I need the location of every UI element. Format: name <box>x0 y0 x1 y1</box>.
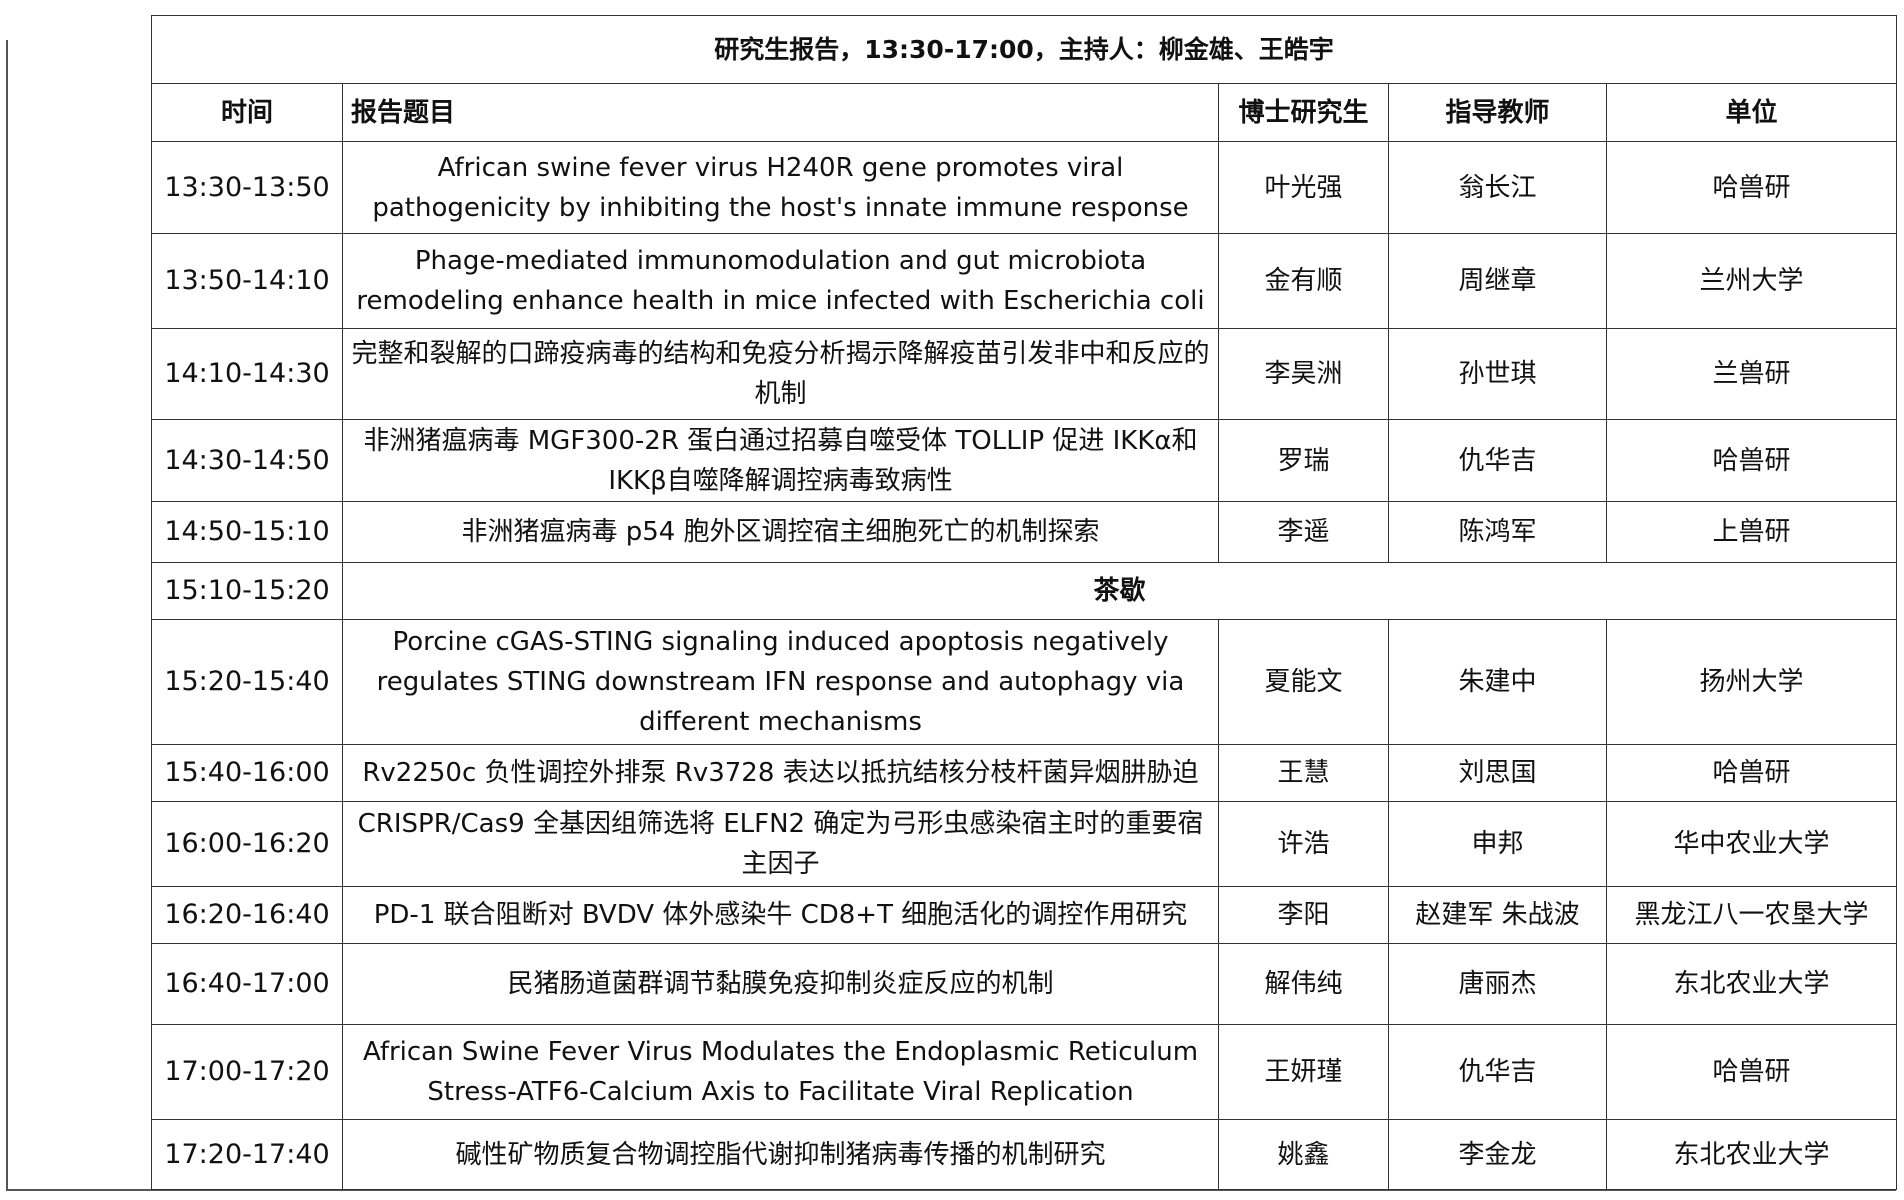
topic-cell: African swine fever virus H240R gene pro… <box>342 141 1219 234</box>
advisor-cell: 刘思国 <box>1388 744 1607 802</box>
header-unit: 单位 <box>1605 83 1898 142</box>
topic-cell: 碱性矿物质复合物调控脂代谢抑制猪病毒传播的机制研究 <box>342 1119 1219 1190</box>
page-bottom-border <box>6 1189 1896 1191</box>
unit-cell: 黑龙江八一农垦大学 <box>1605 886 1898 944</box>
time-cell: 14:10-14:30 <box>151 328 343 420</box>
table-row: 16:40-17:00 民猪肠道菌群调节黏膜免疫抑制炎症反应的机制 解伟纯 唐丽杰 东北… <box>151 943 1898 1025</box>
table-row: 14:30-14:50 非洲猪瘟病毒 MGF300-2R 蛋白通过招募自噬受体 T… <box>151 419 1898 502</box>
time-cell: 16:40-17:00 <box>151 943 343 1025</box>
unit-cell: 华中农业大学 <box>1605 801 1898 887</box>
time-cell: 14:30-14:50 <box>151 419 343 502</box>
time-cell: 16:20-16:40 <box>151 886 343 944</box>
student-cell: 李昊洲 <box>1218 328 1389 420</box>
time-cell: 16:00-16:20 <box>151 801 343 887</box>
unit-cell: 东北农业大学 <box>1605 1119 1898 1190</box>
header-topic: 报告题目 <box>342 83 1219 142</box>
page-left-border <box>6 40 8 1190</box>
advisor-cell: 陈鸿军 <box>1388 501 1607 563</box>
unit-cell: 兰州大学 <box>1605 233 1898 329</box>
student-cell: 李阳 <box>1218 886 1389 944</box>
advisor-cell: 孙世琪 <box>1388 328 1607 420</box>
unit-cell: 兰兽研 <box>1605 328 1898 420</box>
session-title: 研究生报告，13:30-17:00，主持人：柳金雄、王皓宇 <box>150 15 1898 84</box>
advisor-cell: 翁长江 <box>1388 141 1607 234</box>
table-row: 16:20-16:40 PD-1 联合阻断对 BVDV 体外感染牛 CD8+T 细… <box>151 886 1898 944</box>
advisor-cell: 唐丽杰 <box>1388 943 1607 1025</box>
student-cell: 金有顺 <box>1218 233 1389 329</box>
table-row: 15:20-15:40 Porcine cGAS-STING signaling … <box>151 619 1898 745</box>
topic-cell: 民猪肠道菌群调节黏膜免疫抑制炎症反应的机制 <box>342 943 1219 1025</box>
time-cell: 17:20-17:40 <box>151 1119 343 1190</box>
table-row: 15:40-16:00 Rv2250c 负性调控外排泵 Rv3728 表达以抵抗结… <box>151 744 1898 802</box>
break-row: 15:10-15:20 茶歇 <box>151 562 1898 620</box>
student-cell: 李遥 <box>1218 501 1389 563</box>
topic-cell: PD-1 联合阻断对 BVDV 体外感染牛 CD8+T 细胞活化的调控作用研究 <box>342 886 1219 944</box>
topic-cell: African Swine Fever Virus Modulates the … <box>342 1024 1219 1120</box>
advisor-cell: 朱建中 <box>1388 619 1607 745</box>
header-advisor: 指导教师 <box>1388 83 1607 142</box>
topic-cell: Rv2250c 负性调控外排泵 Rv3728 表达以抵抗结核分枝杆菌异烟肼胁迫 <box>342 744 1219 802</box>
student-cell: 姚鑫 <box>1218 1119 1389 1190</box>
student-cell: 许浩 <box>1218 801 1389 887</box>
time-cell: 15:40-16:00 <box>151 744 343 802</box>
advisor-cell: 李金龙 <box>1388 1119 1607 1190</box>
table-row: 14:50-15:10 非洲猪瘟病毒 p54 胞外区调控宿主细胞死亡的机制探索 李遥… <box>151 501 1898 563</box>
topic-cell: Porcine cGAS-STING signaling induced apo… <box>342 619 1219 745</box>
break-cell: 茶歇 <box>341 562 1898 620</box>
time-cell: 13:30-13:50 <box>151 141 343 234</box>
student-cell: 夏能文 <box>1218 619 1389 745</box>
topic-cell: 完整和裂解的口蹄疫病毒的结构和免疫分析揭示降解疫苗引发非中和反应的机制 <box>342 328 1219 420</box>
time-cell: 17:00-17:20 <box>151 1024 343 1120</box>
time-cell: 14:50-15:10 <box>151 501 343 563</box>
table-row: 16:00-16:20 CRISPR/Cas9 全基因组筛选将 ELFN2 确定为… <box>151 801 1898 887</box>
unit-cell: 哈兽研 <box>1605 744 1898 802</box>
table-row: 14:10-14:30 完整和裂解的口蹄疫病毒的结构和免疫分析揭示降解疫苗引发非中… <box>151 328 1898 420</box>
time-cell: 13:50-14:10 <box>151 233 343 329</box>
advisor-cell: 申邦 <box>1388 801 1607 887</box>
header-time: 时间 <box>151 83 343 142</box>
time-cell: 15:20-15:40 <box>151 619 343 745</box>
student-cell: 王慧 <box>1218 744 1389 802</box>
table-row: 17:20-17:40 碱性矿物质复合物调控脂代谢抑制猪病毒传播的机制研究 姚鑫 李金… <box>151 1119 1898 1190</box>
student-cell: 解伟纯 <box>1218 943 1389 1025</box>
student-cell: 王妍瑾 <box>1218 1024 1389 1120</box>
advisor-cell: 赵建军 朱战波 <box>1388 886 1607 944</box>
advisor-cell: 周继章 <box>1388 233 1607 329</box>
topic-cell: 非洲猪瘟病毒 MGF300-2R 蛋白通过招募自噬受体 TOLLIP 促进 IK… <box>342 419 1219 502</box>
unit-cell: 哈兽研 <box>1605 1024 1898 1120</box>
unit-cell: 扬州大学 <box>1605 619 1898 745</box>
table-row: 13:50-14:10 Phage-mediated immunomodulati… <box>151 233 1898 329</box>
unit-cell: 哈兽研 <box>1605 419 1898 502</box>
table-row: 13:30-13:50 African swine fever virus H24… <box>151 141 1898 234</box>
topic-cell: 非洲猪瘟病毒 p54 胞外区调控宿主细胞死亡的机制探索 <box>342 501 1219 563</box>
header-row: 时间 报告题目 博士研究生 指导教师 单位 <box>151 83 1898 142</box>
header-student: 博士研究生 <box>1218 83 1389 142</box>
advisor-cell: 仇华吉 <box>1388 419 1607 502</box>
student-cell: 叶光强 <box>1218 141 1389 234</box>
advisor-cell: 仇华吉 <box>1388 1024 1607 1120</box>
unit-cell: 上兽研 <box>1605 501 1898 563</box>
student-cell: 罗瑞 <box>1218 419 1389 502</box>
time-cell: 15:10-15:20 <box>151 562 343 620</box>
schedule-table: 研究生报告，13:30-17:00，主持人：柳金雄、王皓宇 时间 报告题目 博士… <box>150 15 1898 1190</box>
topic-cell: Phage-mediated immunomodulation and gut … <box>342 233 1219 329</box>
topic-cell: CRISPR/Cas9 全基因组筛选将 ELFN2 确定为弓形虫感染宿主时的重要… <box>342 801 1219 887</box>
unit-cell: 东北农业大学 <box>1605 943 1898 1025</box>
unit-cell: 哈兽研 <box>1605 141 1898 234</box>
table-row: 17:00-17:20 African Swine Fever Virus Mod… <box>151 1024 1898 1120</box>
